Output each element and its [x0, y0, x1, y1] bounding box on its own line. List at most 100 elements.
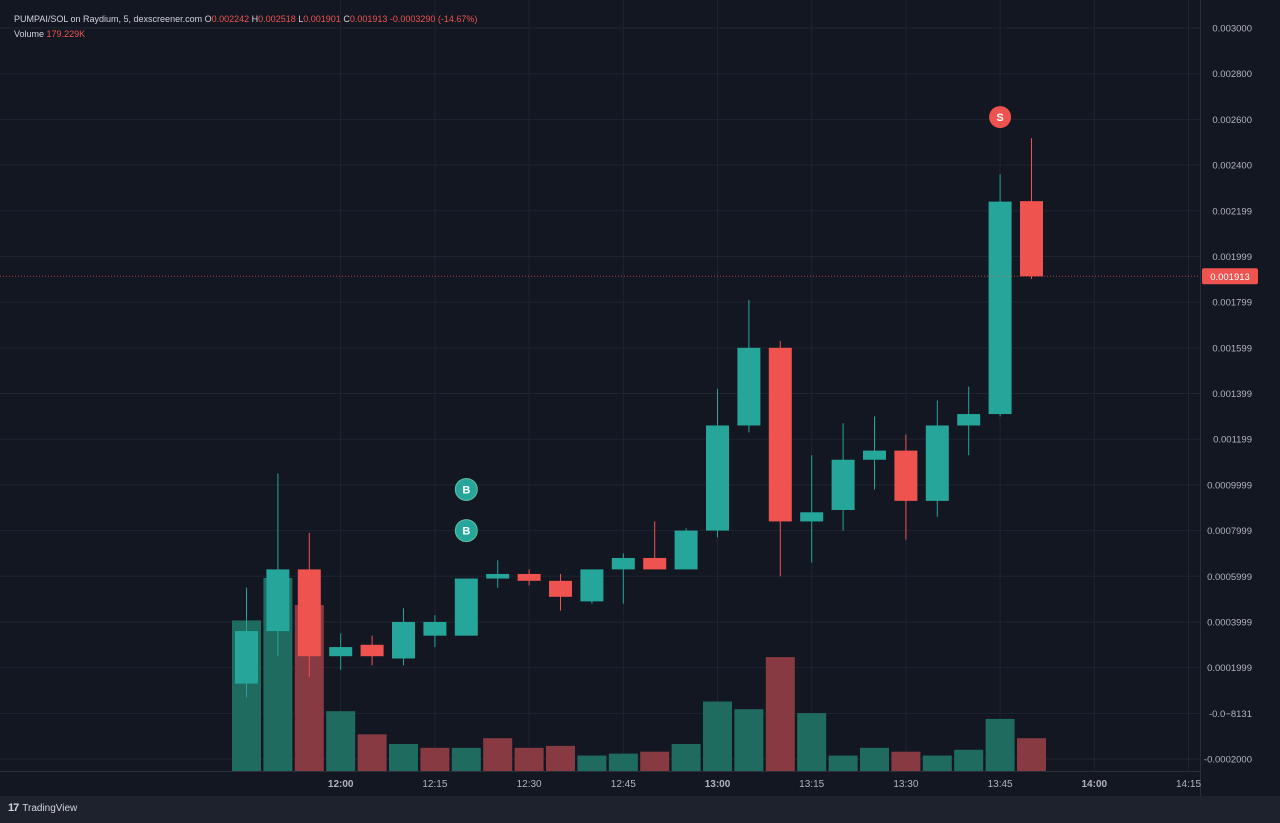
volume-bar	[985, 718, 1015, 771]
candle-body	[863, 450, 886, 460]
close-value: 0.001913	[349, 14, 388, 24]
price-tick-label: 0.001999	[1212, 252, 1252, 263]
candle	[768, 340, 792, 577]
volume-bar	[451, 747, 481, 771]
candle	[988, 174, 1012, 417]
candle	[454, 578, 478, 636]
candle-body	[580, 569, 604, 602]
candle-body	[768, 347, 792, 522]
candle-body	[894, 450, 918, 501]
volume-bar	[734, 709, 764, 771]
candle	[297, 532, 321, 677]
candle	[235, 587, 258, 698]
marker-label: B	[462, 484, 470, 496]
candle-body	[643, 557, 667, 570]
open-value: 0.002242	[211, 14, 250, 24]
candle-body	[392, 621, 415, 659]
candle	[831, 423, 855, 531]
volume-bar	[326, 711, 356, 771]
volume-value: 179.229K	[46, 29, 86, 39]
candle	[643, 521, 667, 570]
volume-bar	[922, 755, 952, 771]
time-tick-label: 13:00	[705, 779, 731, 790]
time-axis[interactable]: 12:00 12:15 12:30 12:45 13:00 13:15 13:30 13:45…	[328, 779, 1202, 790]
volume-bar	[514, 747, 544, 771]
candle-body	[988, 201, 1012, 415]
symbol-label: PUMPAI/SOL on Raydium, 5, dexscreener.co…	[14, 14, 203, 24]
marker-circle	[454, 519, 478, 543]
candle-body	[266, 569, 290, 632]
tradingview-logo-icon: 17	[8, 802, 19, 814]
volume-bar	[1017, 738, 1046, 771]
chart-legend: PUMPAI/SOL on Raydium, 5, dexscreener.co…	[14, 12, 477, 42]
candle-body	[297, 569, 321, 657]
volume-bar	[357, 734, 387, 771]
volume-row: Volume 179.229K	[14, 27, 477, 42]
volume-label: Volume	[14, 29, 45, 39]
last-price-label: 0.001913	[1210, 272, 1250, 283]
price-tick-label: 0.001799	[1212, 298, 1252, 309]
price-tick-label: 0.0001999	[1207, 663, 1252, 674]
candle	[1020, 138, 1043, 280]
candles	[235, 138, 1043, 698]
price-tick-label: 0.0009999	[1207, 480, 1252, 491]
volume-bar	[703, 701, 732, 771]
candle	[611, 553, 635, 604]
marker-circle	[454, 477, 478, 501]
brand-name: TradingView	[22, 802, 78, 814]
marker-label: B	[462, 526, 470, 538]
price-tick-label: -0.0002000	[1204, 755, 1252, 766]
low-label: L	[298, 14, 304, 24]
candle	[894, 434, 918, 540]
candle	[580, 569, 604, 604]
time-tick-label: 12:45	[611, 779, 636, 790]
last-price-indicator: 0.001913	[0, 268, 1258, 285]
candle-body	[235, 631, 258, 684]
last-price-badge	[1202, 268, 1258, 285]
candle-body	[486, 573, 510, 579]
price-tick-label: 0.001599	[1212, 343, 1252, 354]
price-tick-label: -0.0−8131	[1209, 709, 1252, 720]
grid-lines	[0, 0, 1201, 796]
volume-bar	[765, 657, 795, 771]
price-tick-label: 0.002400	[1212, 161, 1252, 172]
candle	[392, 608, 415, 666]
time-tick-label: 13:45	[988, 779, 1013, 790]
candle-body	[957, 414, 981, 426]
candle	[329, 633, 353, 670]
price-tick-label: 0.002600	[1212, 115, 1252, 126]
close-label: C	[343, 14, 350, 24]
price-tick-label: 0.0003999	[1207, 617, 1252, 628]
time-tick-label: 13:15	[799, 779, 824, 790]
candle	[486, 560, 510, 588]
candle-body	[1020, 201, 1043, 277]
candle-body	[549, 580, 572, 597]
candle-body	[423, 621, 447, 636]
bottom-bar	[0, 796, 1280, 823]
price-axis[interactable]: 0.003000 0.002800 0.002600 0.002400 0.002199…	[1204, 24, 1252, 766]
buy-marker: B	[454, 477, 478, 501]
time-tick-label: 12:15	[422, 779, 447, 790]
volume-bar	[671, 743, 701, 771]
candle	[800, 455, 824, 563]
price-tick-label: 0.003000	[1212, 24, 1252, 35]
candle-body	[800, 512, 824, 522]
candle	[423, 615, 447, 648]
price-tick-label: 0.002199	[1212, 206, 1252, 217]
price-tick-label: 0.0007999	[1207, 526, 1252, 537]
volume-bar	[546, 745, 575, 771]
ohlc-row: PUMPAI/SOL on Raydium, 5, dexscreener.co…	[14, 12, 477, 27]
candle-body	[737, 347, 761, 426]
tradingview-brand[interactable]: 17 TradingView	[8, 802, 77, 814]
volume-bar	[954, 749, 984, 771]
volume-bar	[608, 753, 638, 771]
marker-circle	[989, 106, 1012, 129]
candle-body	[329, 647, 353, 657]
buy-marker: B	[454, 519, 478, 543]
volume-bar	[860, 747, 889, 771]
candle-body	[454, 578, 478, 636]
candle-body	[831, 459, 855, 511]
price-tick-label: 0.001199	[1213, 435, 1252, 446]
